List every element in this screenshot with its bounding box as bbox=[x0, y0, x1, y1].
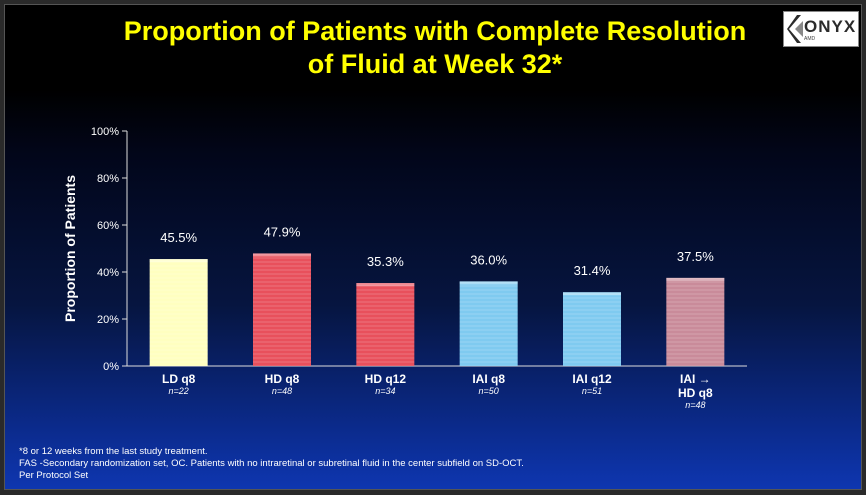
footnote-1: *8 or 12 weeks from the last study treat… bbox=[19, 446, 208, 457]
bar-group bbox=[253, 253, 311, 366]
footnote-3: Per Protocol Set bbox=[19, 470, 89, 481]
x-tick-n-label: n=48 bbox=[685, 400, 705, 410]
x-tick-n-label: n=22 bbox=[169, 386, 189, 396]
bar-highlight bbox=[666, 277, 725, 281]
onyx-logo: ONYX AMD bbox=[783, 11, 859, 47]
title-line-1: Proportion of Patients with Complete Res… bbox=[123, 16, 747, 46]
bar-texture bbox=[666, 277, 725, 366]
y-tick-label: 40% bbox=[97, 267, 119, 279]
x-tick-label: HD q8 bbox=[265, 372, 300, 386]
bar-highlight bbox=[253, 253, 311, 257]
x-tick-label: LD q8 bbox=[162, 372, 196, 386]
y-tick-label: 0% bbox=[103, 361, 119, 373]
slide-title: Proportion of Patients with Complete Res… bbox=[45, 15, 825, 81]
x-tick-label: HD q8 bbox=[678, 386, 713, 400]
bar-group bbox=[666, 277, 725, 366]
footnote-2: FAS -Secondary randomization set, OC. Pa… bbox=[19, 458, 524, 469]
bar-texture bbox=[356, 283, 415, 366]
bar-group bbox=[563, 292, 621, 366]
x-tick-label: IAI q12 bbox=[572, 372, 612, 386]
logo-subtext: AMD bbox=[804, 36, 816, 42]
chart-bars bbox=[149, 253, 725, 366]
bar-texture bbox=[149, 259, 208, 366]
x-tick-label: HD q12 bbox=[365, 372, 407, 386]
y-axis-label: Proportion of Patients bbox=[62, 175, 78, 322]
bar-value-label: 31.4% bbox=[574, 263, 611, 278]
bar-group bbox=[356, 283, 415, 366]
logo-text: ONYX bbox=[804, 17, 857, 36]
y-tick-label: 20% bbox=[97, 314, 119, 326]
bar-highlight bbox=[356, 283, 415, 287]
bar-group bbox=[459, 281, 518, 366]
bar-highlight bbox=[563, 292, 621, 296]
y-tick-label: 80% bbox=[97, 173, 119, 185]
bar-texture bbox=[459, 281, 518, 366]
bar-value-label: 47.9% bbox=[264, 224, 301, 239]
y-tick-label: 100% bbox=[91, 126, 119, 138]
bar-value-label: 35.3% bbox=[367, 254, 404, 269]
x-tick-label: IAI q8 bbox=[472, 372, 505, 386]
x-tick-n-label: n=48 bbox=[272, 386, 292, 396]
bar-group bbox=[149, 259, 208, 366]
footnotes: *8 or 12 weeks from the last study treat… bbox=[19, 446, 839, 482]
x-tick-n-label: n=34 bbox=[375, 386, 395, 396]
bar-value-label: 45.5% bbox=[160, 230, 197, 245]
bar-texture bbox=[563, 292, 621, 366]
onyx-logo-mark-icon bbox=[787, 15, 803, 43]
bar-value-label: 36.0% bbox=[470, 252, 507, 267]
bar-highlight bbox=[459, 281, 518, 285]
title-line-2: of Fluid at Week 32* bbox=[307, 49, 563, 79]
slide: Proportion of Patients with Complete Res… bbox=[4, 4, 862, 490]
bar-highlight bbox=[149, 259, 208, 263]
x-tick-n-label: n=50 bbox=[479, 386, 499, 396]
bar-chart: 0% 20% 40% 60% 80% 100% Proportion of Patients… bbox=[62, 126, 747, 410]
chart-axes: 0% 20% 40% 60% 80% 100% Proportion of Patients bbox=[62, 126, 747, 373]
bar-texture bbox=[253, 253, 311, 366]
x-tick-label: IAI → bbox=[680, 372, 711, 386]
x-tick-n-label: n=51 bbox=[582, 386, 602, 396]
y-tick-label: 60% bbox=[97, 220, 119, 232]
bar-value-label: 37.5% bbox=[677, 249, 714, 264]
